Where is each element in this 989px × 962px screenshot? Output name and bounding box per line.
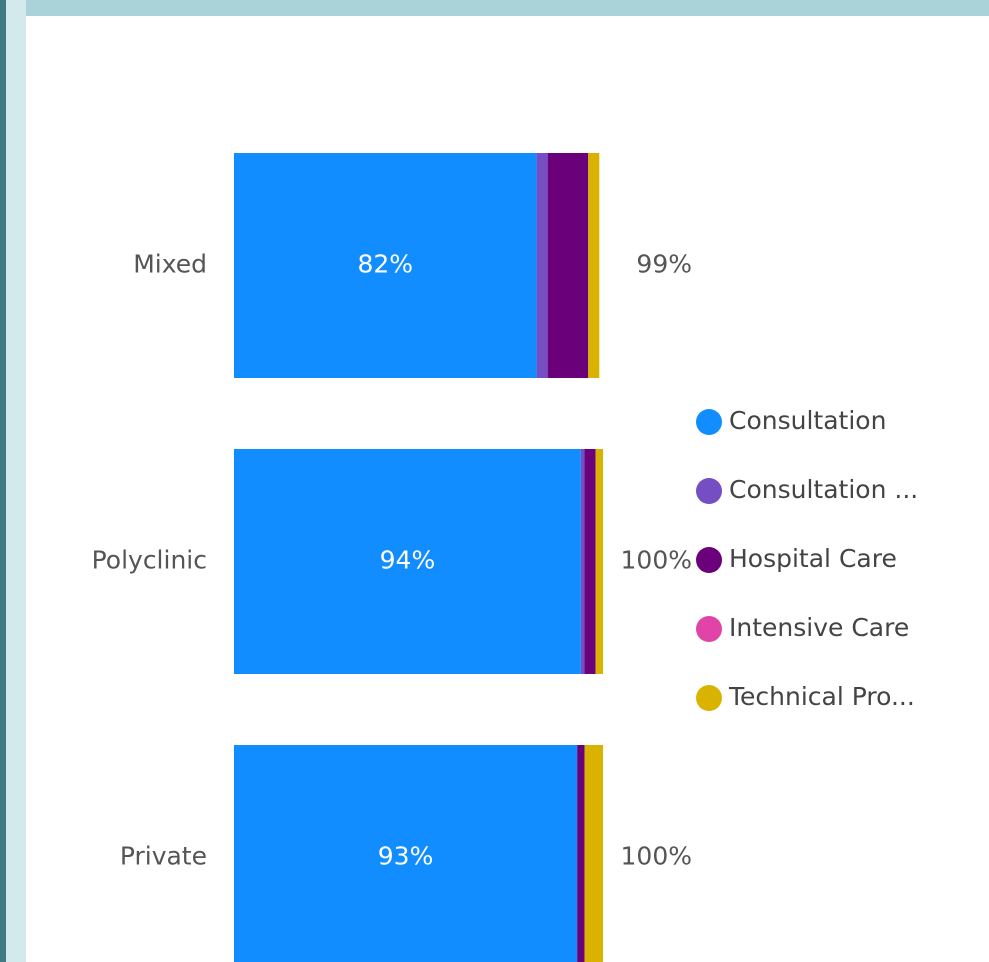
legend-label: Consultation ... [729,475,918,504]
category-label: Private [120,842,207,871]
category-label: Polyclinic [92,546,207,575]
bar-segment [234,153,537,378]
bar-segment [595,449,603,674]
total-label: 100% [621,546,692,575]
total-label: 100% [621,842,692,871]
bar-segment [584,745,603,962]
data-label: 93% [378,842,434,871]
top-band [0,0,989,16]
bar-segment [234,449,581,674]
bar-segment [547,153,589,378]
left-border [0,0,6,962]
legend-marker [696,478,722,504]
legend-marker [696,616,722,642]
category-label: Mixed [133,250,207,279]
legend-marker [696,547,722,573]
bar-segment [536,153,548,378]
legend-marker [696,409,722,435]
legend-label: Hospital Care [729,544,897,573]
legend-marker [696,685,722,711]
bar-segment [580,449,585,674]
bar-segment [234,745,578,962]
data-label: 94% [380,546,436,575]
legend-label: Intensive Care [729,613,909,642]
legend-label: Consultation [729,406,886,435]
legend-label: Technical Pro... [728,682,915,711]
bar-segment [588,153,600,378]
bar-segment [584,449,596,674]
bar-segment [577,745,585,962]
total-label: 99% [636,250,692,279]
data-label: 82% [358,250,414,279]
